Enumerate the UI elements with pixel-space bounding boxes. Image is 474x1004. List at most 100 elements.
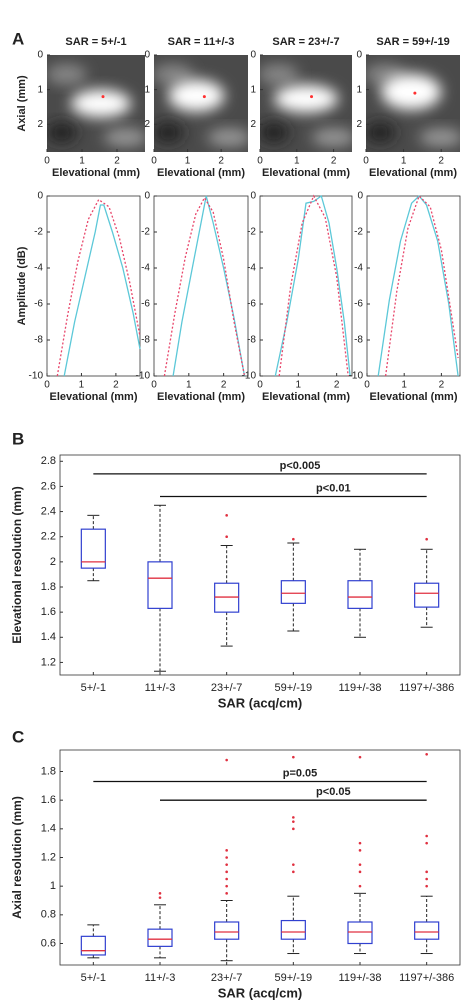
x-tick-label: 1197+/-386	[399, 972, 454, 984]
outlier	[225, 856, 228, 859]
y-tick-label: 2	[37, 119, 43, 130]
profile-line	[274, 194, 351, 377]
outlier	[225, 849, 228, 852]
x-tick-label: 1	[401, 156, 407, 167]
image	[154, 64, 248, 147]
x-tick-label: 0	[151, 380, 157, 391]
y-tick-label: 0	[357, 191, 363, 202]
focus-spot	[274, 84, 338, 113]
x-tick-label: 0	[257, 156, 263, 167]
x-tick-label: 0	[364, 380, 370, 391]
x-axis-label: Elevational (mm)	[157, 167, 245, 179]
y-tick-label: -10	[242, 371, 257, 382]
outlier	[225, 514, 228, 517]
outlier	[425, 877, 428, 881]
outlier	[425, 884, 428, 888]
outlier	[158, 892, 162, 895]
speckle	[260, 122, 289, 143]
x-axis-label: Elevational (mm)	[52, 167, 140, 179]
significance-label: p<0.005	[280, 460, 321, 472]
y-tick-label: 2.2	[41, 531, 56, 543]
title: SAR = 59+/-19	[376, 36, 449, 48]
x-tick-label: 119+/-38	[339, 682, 382, 694]
outlier	[425, 834, 428, 838]
plot-frame	[366, 195, 461, 377]
y-tick-label: 1.8	[41, 765, 56, 777]
y-tick-label: 1.2	[41, 656, 56, 668]
box	[414, 582, 440, 608]
outlier	[425, 537, 428, 541]
plot-frame	[259, 195, 353, 377]
y-tick-label: 1.2	[41, 851, 56, 863]
y-axis-label: Axial (mm)	[16, 75, 28, 132]
x-tick-label: 0	[44, 380, 50, 391]
significance-label: p<0.01	[316, 482, 351, 494]
plot-frame	[153, 195, 249, 377]
x-tick-label: 59+/-19	[275, 972, 313, 984]
y-tick-label: 0	[144, 50, 150, 61]
outlier	[358, 884, 362, 888]
speckle	[103, 128, 145, 147]
y-tick-label: -4	[247, 263, 256, 274]
outlier	[225, 884, 228, 888]
x-axis-label: Elevational (mm)	[262, 167, 350, 179]
x-axis-label: SAR (acq/cm)	[218, 985, 303, 1000]
y-tick-label: 0	[250, 191, 256, 202]
outlier	[292, 820, 295, 823]
significance-label: p<0.05	[316, 786, 351, 798]
x-axis-label: Elevational (mm)	[369, 391, 457, 403]
outlier	[425, 753, 428, 756]
title: SAR = 23+/-7	[272, 36, 339, 48]
y-tick-label: 0	[250, 50, 256, 61]
x-tick-label: 2	[331, 156, 337, 167]
outlier	[425, 870, 428, 874]
y-tick-label: -8	[141, 335, 150, 346]
x-tick-label: 23+/-7	[211, 682, 243, 694]
box	[147, 928, 173, 947]
outlier	[158, 896, 162, 899]
speckle	[47, 64, 87, 85]
x-tick-label: 0	[257, 380, 263, 391]
y-tick-label: 1.4	[41, 631, 56, 643]
speckle	[260, 64, 299, 85]
box	[414, 921, 440, 940]
speckle	[311, 128, 352, 147]
profile-line	[384, 194, 459, 377]
box	[214, 921, 240, 940]
y-axis-label: Elevational resolution (mm)	[10, 486, 24, 643]
y-tick-label: 0.6	[41, 937, 56, 949]
outlier	[225, 863, 228, 866]
x-tick-label: 2	[114, 156, 120, 167]
y-tick-label: 2	[144, 119, 150, 130]
x-tick-label: 11+/-3	[145, 972, 176, 984]
x-tick-label: 1	[401, 380, 407, 391]
outlier	[358, 755, 362, 759]
x-tick-label: 2	[439, 380, 445, 391]
y-tick-label: 0	[144, 191, 150, 202]
x-tick-label: 1	[79, 380, 85, 391]
y-tick-label: 1	[250, 84, 256, 95]
y-tick-label: -10	[29, 371, 44, 382]
y-tick-label: -2	[141, 227, 150, 238]
focus-spot	[381, 73, 442, 110]
outlier	[358, 870, 362, 874]
panel-label: C	[12, 727, 24, 746]
speckle	[419, 128, 460, 147]
outlier	[292, 863, 295, 866]
outlier	[358, 841, 362, 845]
plot-frame	[59, 749, 461, 966]
focus-spot	[168, 79, 225, 112]
box	[147, 561, 173, 609]
y-axis-label: Axial resolution (mm)	[10, 796, 24, 919]
y-tick-label: 1.8	[41, 581, 56, 593]
point	[413, 91, 417, 95]
title: SAR = 5+/-1	[65, 36, 126, 48]
focus-spot	[70, 89, 131, 118]
x-tick-label: 0	[44, 156, 50, 167]
x-tick-label: 11+/-3	[145, 682, 176, 694]
y-tick-label: 1.4	[41, 823, 56, 835]
profile-line	[377, 195, 459, 377]
x-tick-label: 1	[79, 156, 85, 167]
x-axis-label: Elevational (mm)	[157, 391, 245, 403]
box	[280, 580, 306, 604]
